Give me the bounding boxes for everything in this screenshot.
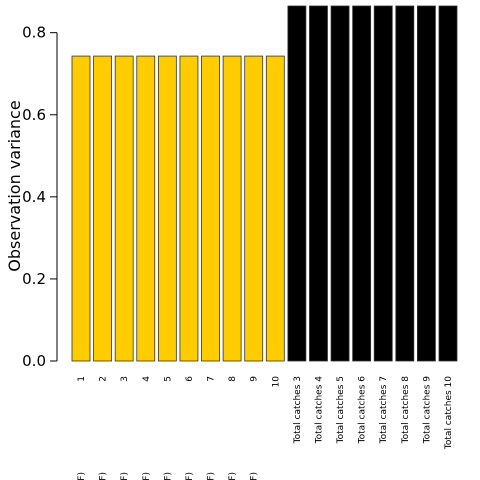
y-tick-label: 0.4 <box>22 188 46 206</box>
x-tick-label-fragment: F) <box>163 472 173 480</box>
x-tick-label: 3 <box>120 376 130 382</box>
y-tick-label: 0.2 <box>22 270 46 288</box>
x-tick-label: 10 <box>271 376 281 388</box>
x-tick-label: Total catches 10 <box>444 376 454 450</box>
x-tick-label: Total catches 8 <box>401 376 411 445</box>
y-tick-label: 0.6 <box>22 106 46 124</box>
bar <box>136 55 156 362</box>
x-tick-label: 7 <box>207 376 217 382</box>
bar <box>438 5 458 362</box>
x-tick-label-fragment: F) <box>228 472 238 480</box>
x-tick-label: 9 <box>250 376 260 382</box>
x-tick-label: Total catches 4 <box>314 376 324 445</box>
x-tick-label-fragment: F) <box>99 472 109 480</box>
bar <box>179 55 199 362</box>
x-tick-label: 1 <box>77 376 87 382</box>
bar <box>287 5 307 362</box>
bar <box>244 55 264 362</box>
bar <box>265 55 285 362</box>
bar <box>201 55 220 362</box>
x-tick-label-fragment: F) <box>250 472 260 480</box>
bar <box>417 5 436 362</box>
bar <box>222 55 242 362</box>
bar <box>395 5 415 362</box>
bar <box>309 5 328 362</box>
y-axis: 0.0 0.2 0.4 0.6 0.8 <box>22 24 58 370</box>
x-tick-label-fragment: F) <box>207 472 217 480</box>
bar <box>93 55 112 362</box>
x-tick-label: 2 <box>99 376 109 382</box>
x-tick-label: Total catches 6 <box>358 376 368 445</box>
x-tick-label: Total catches 7 <box>379 376 389 444</box>
x-tick-label-fragment: F) <box>120 472 130 480</box>
x-labels: 1 F) 2 F) 3 F) 4 F) 5 F) 6 F) 7 F) 8 F) 9 F) 10 Total catch… <box>77 376 454 480</box>
x-tick-label-fragment: F) <box>185 472 195 480</box>
bar <box>373 5 393 362</box>
x-tick-label: 8 <box>228 376 238 382</box>
bar <box>330 5 350 362</box>
x-tick-label: 4 <box>142 376 152 382</box>
bars <box>71 5 458 362</box>
bar <box>71 55 91 362</box>
x-tick-label: Total catches 3 <box>293 376 303 444</box>
x-tick-label: Total catches 9 <box>422 376 432 445</box>
bar <box>157 55 177 362</box>
bar <box>352 5 372 362</box>
x-tick-label: 6 <box>185 376 195 382</box>
x-tick-label-fragment: F) <box>77 472 87 480</box>
x-tick-label-fragment: F) <box>142 472 152 480</box>
x-tick-label: Total catches 5 <box>336 376 346 444</box>
y-tick-label: 0.8 <box>22 24 46 42</box>
x-tick-label: 5 <box>163 376 173 382</box>
y-tick-label: 0.0 <box>22 352 46 370</box>
y-axis-title: Observation variance <box>5 100 24 271</box>
bar <box>114 55 134 362</box>
